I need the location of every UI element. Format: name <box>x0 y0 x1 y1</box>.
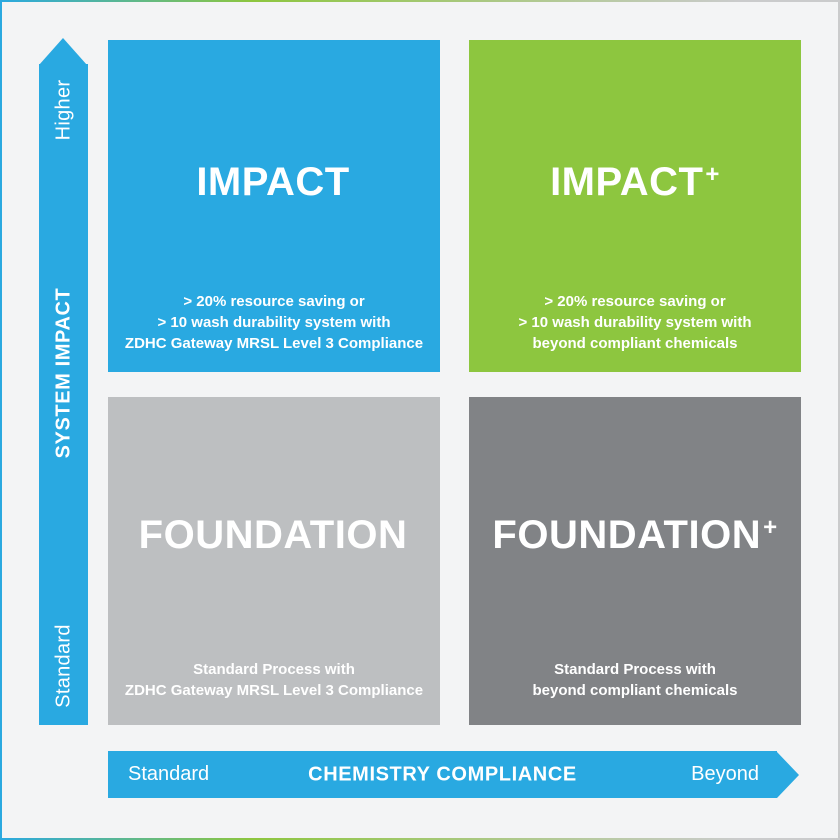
quadrant-foundation: FOUNDATION Standard Process with ZDHC Ga… <box>108 397 440 725</box>
quadrant-description: Standard Process with beyond compliant c… <box>469 659 801 701</box>
description-line: ZDHC Gateway MRSL Level 3 Compliance <box>124 682 424 699</box>
quadrant-impact: IMPACT > 20% resource saving or > 10 was… <box>108 40 440 372</box>
y-axis-bottom-label: Standard <box>52 624 74 708</box>
description-line: > 20% resource saving or <box>544 293 726 310</box>
quadrant-description: Standard Process with ZDHC Gateway MRSL … <box>108 659 440 701</box>
description-line: > 10 wash durability system with <box>518 314 752 331</box>
description-line: > 10 wash durability system with <box>157 314 391 331</box>
description-line: Standard Process with <box>193 661 355 678</box>
quadrant-title: IMPACT+ <box>469 162 801 202</box>
x-axis-shaft: Standard CHEMISTRY COMPLIANCE Beyond <box>108 751 777 798</box>
plus-superscript: + <box>705 161 720 188</box>
y-axis-title: SYSTEM IMPACT <box>52 287 74 459</box>
quadrant-title-text: IMPACT <box>550 160 704 204</box>
quadrant-title: IMPACT <box>108 162 440 202</box>
x-axis-title: CHEMISTRY COMPLIANCE <box>308 763 577 785</box>
quadrant-title-text: FOUNDATION <box>138 513 408 557</box>
quadrant-foundation-plus: FOUNDATION+ Standard Process with beyond… <box>469 397 801 725</box>
description-line: ZDHC Gateway MRSL Level 3 Compliance <box>124 335 424 352</box>
quadrant-impact-plus: IMPACT+ > 20% resource saving or > 10 wa… <box>469 40 801 372</box>
quadrant-title-text: IMPACT <box>196 160 350 204</box>
quadrant-title: FOUNDATION+ <box>469 515 801 555</box>
x-axis-arrow: Standard CHEMISTRY COMPLIANCE Beyond <box>108 751 800 798</box>
description-line: beyond compliant chemicals <box>532 682 738 699</box>
x-axis-right-label: Beyond <box>691 763 759 785</box>
quadrant-title-text: FOUNDATION <box>492 513 762 557</box>
quadrant-description: > 20% resource saving or > 10 wash durab… <box>469 291 801 354</box>
plus-superscript: + <box>763 514 778 541</box>
quadrant-description: > 20% resource saving or > 10 wash durab… <box>108 291 440 354</box>
description-line: beyond compliant chemicals <box>532 335 738 352</box>
y-axis-shaft <box>39 64 88 725</box>
arrow-up-icon <box>39 38 87 65</box>
description-line: > 20% resource saving or <box>183 293 365 310</box>
arrow-right-icon <box>777 751 799 798</box>
description-line: Standard Process with <box>554 661 716 678</box>
quadrant-title: FOUNDATION <box>108 515 440 555</box>
y-axis-top-label: Higher <box>52 79 74 141</box>
x-axis-left-label: Standard <box>128 763 210 785</box>
y-axis-arrow: Higher SYSTEM IMPACT Standard <box>39 38 88 725</box>
